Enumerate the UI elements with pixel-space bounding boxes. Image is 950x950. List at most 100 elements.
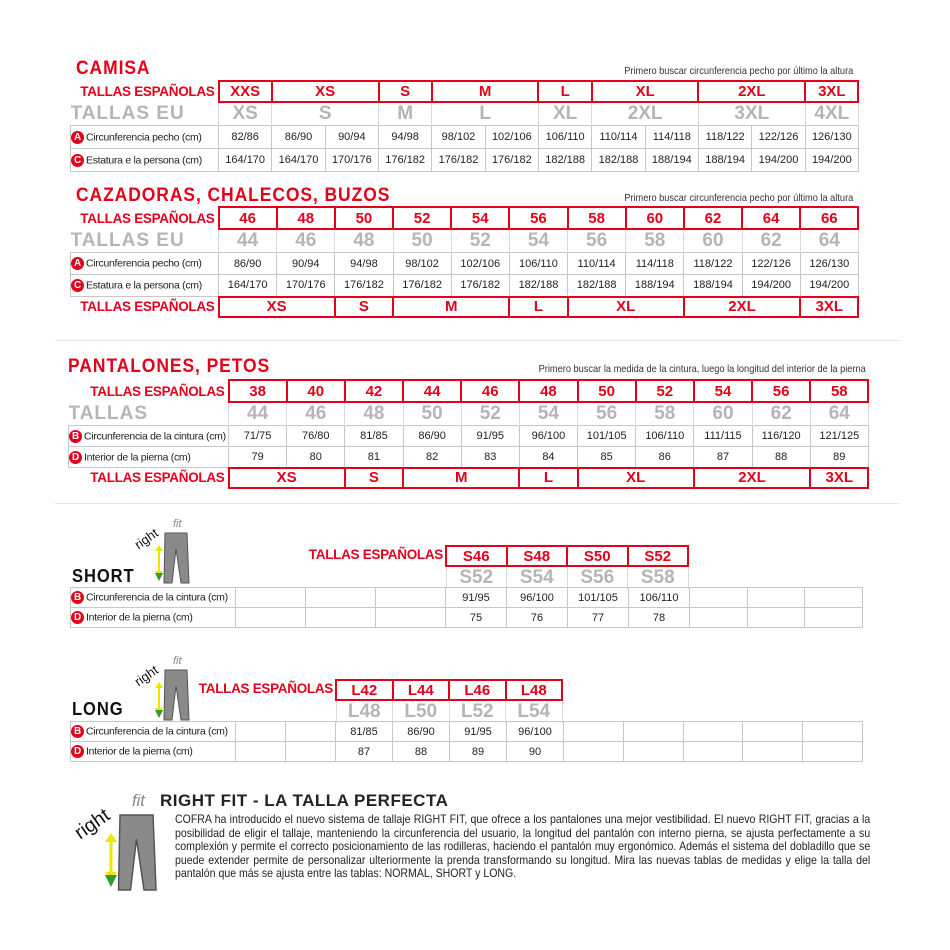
value-cell: 91/95 — [460, 425, 520, 447]
empty-cell — [802, 721, 863, 742]
size-cell: L44 — [391, 679, 450, 701]
value-cell: 82 — [402, 446, 462, 468]
badge-d-icon: D — [71, 745, 84, 758]
value-cell: 86/90 — [402, 425, 462, 447]
measure-row: B Circunferencia de la cintura (cm) 91/95 9… — [70, 587, 863, 608]
camisa-note: Primero buscar circunferencia pecho por … — [623, 65, 853, 77]
value-cell: 90/94 — [276, 252, 336, 275]
value-cell: 94/98 — [377, 125, 433, 149]
size-cell: L42 — [335, 679, 394, 701]
spanish-sizes-row: TALLAS ESPAÑOLAS XXS XS S M L XL 2XL 3XL — [71, 80, 860, 103]
size-cell: XS — [270, 80, 380, 103]
value-cell: 182/188 — [508, 274, 569, 297]
spanish-sizes-row: S46 S48 S50 S52 — [445, 545, 689, 567]
size-cell: 3XL — [804, 80, 860, 103]
size-cell: 56 — [751, 379, 812, 403]
value-cell: 182/188 — [537, 148, 593, 172]
value-cell: 170/176 — [324, 148, 380, 172]
badge-c-icon: C — [71, 153, 84, 167]
size-cell: 62 — [741, 229, 801, 253]
value-cell: 164/170 — [217, 148, 273, 172]
value-cell: 82/86 — [217, 125, 273, 149]
value-cell: 81/85 — [335, 721, 393, 742]
measure-row: C Estatura e la persona (cm) 164/170 164/17… — [70, 148, 859, 172]
size-cell: XL — [576, 466, 695, 489]
value-cell: 194/200 — [751, 148, 806, 172]
size-cell: S — [333, 295, 395, 318]
size-cell: S52 — [445, 566, 507, 589]
spanish-sizes-row-label: TALLAS ESPAÑOLAS — [90, 383, 225, 399]
empty-cell — [746, 587, 806, 608]
value-cell: 164/170 — [217, 274, 278, 297]
size-cell: 60 — [693, 402, 753, 426]
rightfit-logo: right fit — [132, 515, 195, 590]
size-cell: L48 — [335, 700, 393, 723]
value-cell: 84 — [518, 446, 579, 468]
empty-cell — [682, 741, 744, 762]
empty-cell — [622, 721, 684, 742]
value-cell: 182/188 — [591, 148, 646, 172]
value-cell: 86 — [635, 446, 695, 468]
value-cell: 90 — [506, 741, 564, 762]
value-cell: 76 — [506, 607, 568, 628]
measure-label: D Interior de la pierna (cm) — [70, 741, 236, 762]
measure-label-text: Circunferencia pecho (cm) — [86, 130, 202, 143]
empty-cell — [375, 607, 446, 628]
badge-a-icon: A — [71, 257, 84, 270]
badge-b-icon: B — [71, 591, 84, 604]
measure-label: A Circunferencia pecho (cm) — [70, 252, 219, 275]
size-cell: L — [508, 295, 569, 318]
size-cell: 58 — [809, 379, 870, 403]
value-cell: 98/102 — [392, 252, 452, 275]
size-cell: 4XL — [804, 102, 859, 126]
measure-label-text: Estatura e la persona (cm) — [86, 279, 202, 292]
value-cell: 87 — [693, 446, 753, 468]
value-cell: 87 — [335, 741, 393, 762]
empty-cell — [285, 721, 336, 742]
value-cell: 176/182 — [484, 148, 539, 172]
empty-cell — [689, 607, 748, 628]
size-cell: L52 — [448, 700, 506, 723]
size-cell: XXS — [217, 80, 273, 103]
value-cell: 96/100 — [518, 425, 579, 447]
size-cell: 44 — [227, 402, 288, 426]
size-cell: 50 — [392, 229, 452, 253]
measure-row: C Estatura e la persona (cm) 164/170 170/17… — [70, 274, 859, 297]
size-cell: 54 — [518, 402, 579, 426]
value-cell: 126/130 — [804, 125, 859, 149]
size-cell: 64 — [799, 229, 859, 253]
value-cell: 77 — [567, 607, 629, 628]
empty-cell — [375, 587, 446, 608]
size-cell: XL — [590, 80, 700, 103]
size-cell: S54 — [506, 566, 568, 589]
measure-label-text: Interior de la pierna (cm) — [84, 450, 191, 463]
eu-sizes-row-label: TALLAS EU — [70, 102, 185, 124]
value-cell: 83 — [460, 446, 520, 468]
size-cell: 48 — [518, 379, 579, 403]
size-cell: 64 — [809, 402, 869, 426]
empty-cell — [235, 721, 286, 742]
measure-label: D Interior de la pierna (cm) — [68, 446, 229, 468]
value-cell: 106/110 — [537, 125, 593, 149]
spanish-letter-sizes-row: TALLAS ESPAÑOLAS XS S M L XL 2XL 3XL — [69, 466, 870, 489]
empty-cell — [563, 721, 624, 742]
size-cell: 40 — [285, 379, 346, 403]
spanish-letter-sizes-row: TALLAS ESPAÑOLAS XS S M L XL 2XL 3XL — [71, 295, 860, 318]
value-cell: 118/122 — [697, 125, 753, 149]
value-cell: 101/105 — [567, 587, 629, 608]
empty-cell — [305, 587, 376, 608]
value-cell: 164/170 — [271, 148, 326, 172]
size-cell: 54 — [508, 229, 569, 253]
value-cell: 89 — [809, 446, 869, 468]
divider — [55, 503, 900, 504]
value-cell: 86/90 — [217, 252, 278, 275]
size-cell: 48 — [275, 206, 336, 230]
value-cell: 194/200 — [799, 274, 859, 297]
pantalones-title: PANTALONES, PETOS — [68, 356, 271, 377]
empty-cell — [235, 607, 306, 628]
value-cell: 176/182 — [377, 148, 433, 172]
empty-cell — [682, 721, 744, 742]
svg-text:fit: fit — [132, 792, 146, 810]
svg-text:fit: fit — [173, 655, 183, 667]
